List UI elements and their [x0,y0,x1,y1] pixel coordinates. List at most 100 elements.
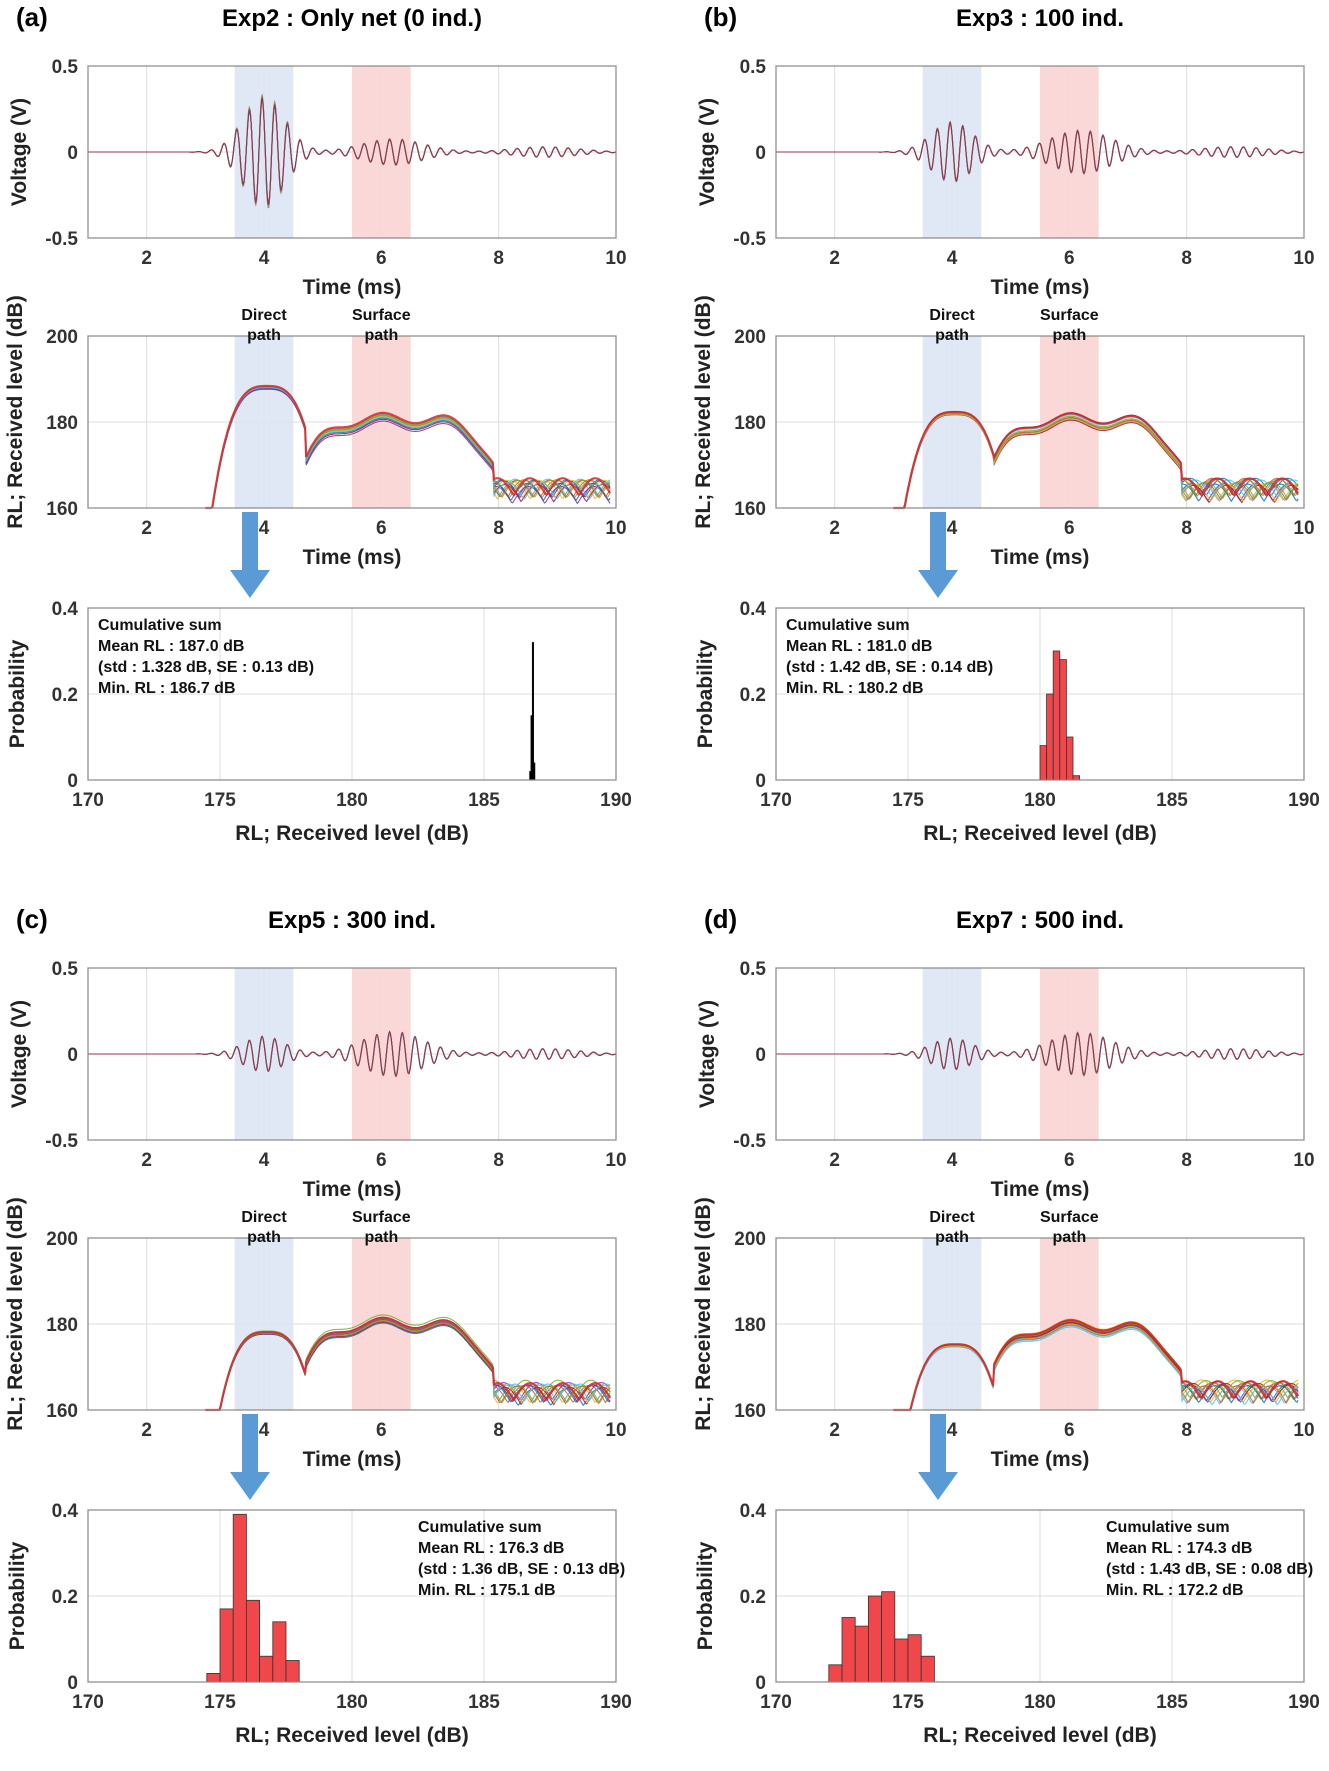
rl-ytick-label: 160 [46,1401,78,1422]
down-arrow-shaft [242,512,258,570]
hist-stats-line: Cumulative sum [1106,1519,1230,1536]
waveform-xtick-label: 10 [605,248,626,269]
hist-ytick-label: 0 [755,1673,766,1694]
waveform-xtick-label: 2 [141,1150,152,1171]
waveform-ytick-label: -0.5 [733,229,766,250]
hist-xtick-label: 180 [1024,790,1056,811]
waveform-xtick-label: 4 [947,1150,958,1171]
surface-path-label: Surface [352,307,411,324]
rl-direct-path-band [234,336,294,508]
hist-stats-line: Min. RL : 175.1 dB [418,1582,556,1599]
hist-xtick-label: 170 [72,790,104,811]
waveform-ytick-label: 0 [67,143,78,164]
panel-title: Exp5 : 300 ind. [268,907,436,934]
rl-ytick-label: 180 [46,1315,78,1336]
rl-axes-box [775,335,1305,509]
hist-axes-box [775,1509,1305,1683]
direct-path-label: path [935,327,969,344]
panel-title: Exp3 : 100 ind. [956,5,1124,32]
hist-xtick-label: 185 [468,790,500,811]
rl-xtick-label: 4 [947,1420,958,1441]
waveform-xtick-label: 4 [259,1150,270,1171]
direct-path-label: path [935,1229,969,1246]
waveform-axes-box [775,967,1305,1141]
hist-xtick-label: 190 [600,1692,632,1713]
surface-path-label: path [1052,1229,1086,1246]
waveform-xtick-label: 8 [493,248,504,269]
hist-bar [533,762,536,781]
rl-axes-box [87,335,617,509]
hist-stats-line: Mean RL : 174.3 dB [1106,1540,1252,1557]
waveform-xtick-label: 2 [141,248,152,269]
waveform-xtick-label: 10 [605,1150,626,1171]
hist-xtick-label: 185 [1156,1692,1188,1713]
hist-bar [1059,659,1067,781]
hist-bar [1052,650,1061,781]
hist-xlabel: RL; Received level (dB) [923,1724,1156,1747]
hist-stats-line: Mean RL : 187.0 dB [98,638,244,655]
rl-ylabel: RL; Received level (dB) [692,1197,715,1430]
voltage-ylabel: Voltage (V) [696,1000,719,1108]
rl-ytick-label: 180 [734,1315,766,1336]
panel-title: Exp2 : Only net (0 ind.) [222,5,482,32]
hist-bar [1039,745,1047,781]
hist-xtick-label: 180 [1024,1692,1056,1713]
direct-path-label: Direct [241,307,287,324]
hist-xtick-label: 170 [72,1692,104,1713]
rl-xtick-label: 2 [141,1420,152,1441]
voltage-ylabel: Voltage (V) [8,98,31,206]
rl-series-line [205,1316,612,1412]
waveform-axes-box [775,65,1305,239]
hist-bar [206,1673,221,1683]
hist-bar [531,642,534,781]
hist-stats-line: Mean RL : 176.3 dB [418,1540,564,1557]
waveform-xtick-label: 6 [376,1150,387,1171]
rl-direct-path-band [922,1238,982,1410]
waveform-direct-path-band [234,66,294,238]
panel-d: (d) Exp7 : 500 ind. 2 4 6 8 10 -0.5 0 0.5 Voltage … [692,904,1320,1747]
hist-stats-line: Cumulative sum [98,617,222,634]
direct-path-label: Direct [929,1209,975,1226]
hist-xtick-label: 180 [336,1692,368,1713]
hist-bar [841,1617,856,1683]
hist-bar [1066,736,1074,781]
rl-ytick-label: 200 [734,327,766,348]
hist-ytick-label: 0.4 [52,599,79,620]
hist-bar [1046,693,1054,781]
rl-xtick-label: 4 [259,518,270,539]
hist-bar [907,1634,922,1683]
rl-xlabel: Time (ms) [303,1448,402,1471]
waveform-xtick-label: 6 [1064,248,1075,269]
waveform-ytick-label: 0 [67,1045,78,1066]
waveform-xtick-label: 10 [1293,248,1314,269]
rl-xtick-label: 8 [1181,1420,1192,1441]
rl-ytick-label: 200 [46,1229,78,1250]
waveform-ytick-label: -0.5 [45,229,78,250]
hist-ytick-label: 0 [67,771,78,792]
waveform-ytick-label: -0.5 [45,1131,78,1152]
waveform-xlabel: Time (ms) [991,1178,1090,1201]
panel-title: Exp7 : 500 ind. [956,907,1124,934]
waveform-xlabel: Time (ms) [303,1178,402,1201]
rl-xtick-label: 6 [1064,518,1075,539]
surface-path-label: path [364,327,398,344]
rl-xtick-label: 4 [947,518,958,539]
down-arrow-shaft [930,1414,946,1472]
hist-bar [868,1595,883,1683]
rl-series-line [205,387,611,509]
hist-ytick-label: 0.2 [740,1587,766,1608]
waveform-xtick-label: 10 [1293,1150,1314,1171]
panel-letter: (c) [16,904,48,934]
rl-axes-box [87,1237,617,1411]
waveform-xtick-label: 8 [493,1150,504,1171]
direct-path-label: path [247,1229,281,1246]
hist-bar [232,1513,247,1683]
waveform-xlabel: Time (ms) [991,276,1090,299]
hist-xlabel: RL; Received level (dB) [923,822,1156,845]
prob-ylabel: Probability [694,1541,717,1650]
hist-bar [894,1638,909,1683]
rl-ytick-label: 160 [734,499,766,520]
waveform-xtick-label: 8 [1181,248,1192,269]
hist-stats-line: Min. RL : 180.2 dB [786,680,924,697]
